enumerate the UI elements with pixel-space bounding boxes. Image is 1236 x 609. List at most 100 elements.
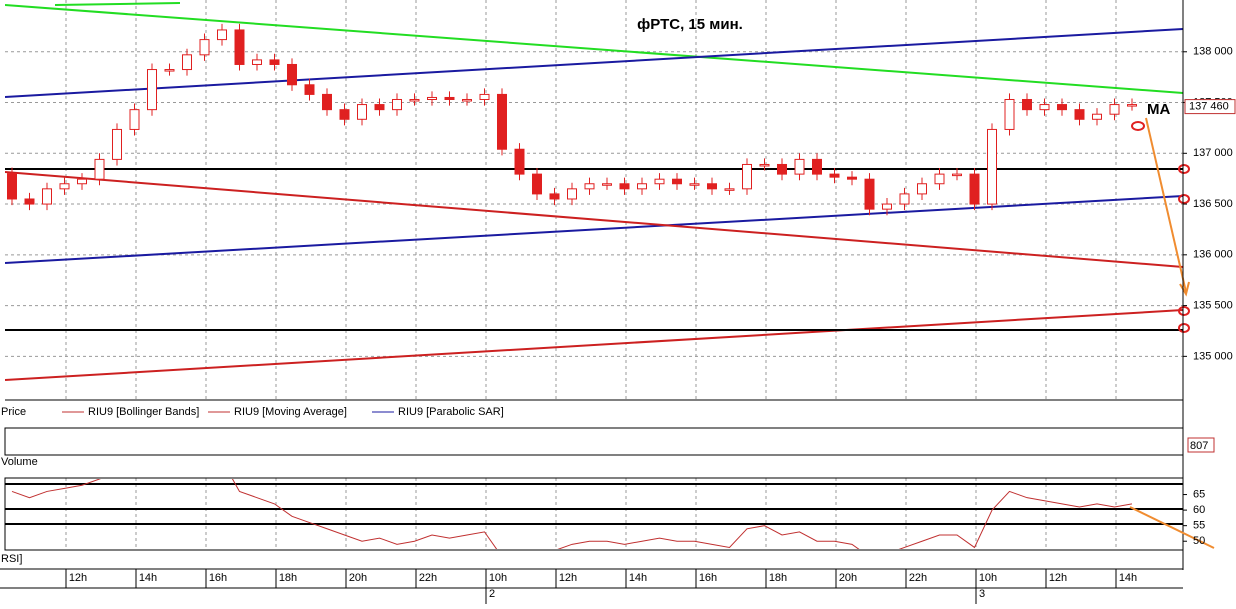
rsi-tick-label: 65 — [1193, 488, 1205, 500]
candle-body — [654, 178, 665, 185]
candle-body — [689, 183, 700, 186]
trend-line — [5, 171, 1183, 268]
candle-body — [1039, 104, 1050, 111]
candle-body — [829, 173, 840, 178]
candle-body — [532, 173, 542, 195]
candle-body — [199, 39, 210, 56]
candle-body — [339, 109, 350, 120]
candle-body — [637, 183, 647, 190]
price-tag — [1184, 99, 1236, 115]
x-tick-label: 18h — [769, 572, 787, 584]
x-tick-label: 12h — [1049, 572, 1067, 584]
y-tick-label: 137 000 — [1193, 147, 1233, 159]
candle-body — [1022, 98, 1032, 111]
candle-body — [567, 188, 577, 200]
x-tick-label: 22h — [419, 572, 437, 584]
day-label: 2 — [489, 588, 495, 600]
rsi-tick-label: 55 — [1193, 520, 1205, 532]
rsi-tick-label: 60 — [1193, 504, 1205, 516]
candle-body — [777, 163, 787, 175]
trend-line — [5, 309, 1183, 381]
candle-body — [934, 173, 945, 185]
candle-body — [357, 104, 367, 120]
candle-body — [917, 183, 927, 195]
candle-body — [42, 188, 52, 205]
legend: Price RIU9 [Bollinger Bands] RIU9 [Moving … — [1, 406, 504, 418]
candle-body — [287, 63, 297, 86]
candle-body — [514, 148, 525, 175]
rsi-tick-label: 50 — [1193, 535, 1205, 547]
candle-body — [602, 183, 612, 186]
candle-body — [444, 96, 455, 100]
rsi-arrow — [1129, 506, 1215, 549]
candle-body — [374, 104, 385, 111]
candle-body — [672, 178, 682, 185]
x-tick-label: 18h — [279, 572, 297, 584]
candle-body — [759, 163, 770, 167]
marker — [1131, 121, 1145, 131]
candle-body — [392, 98, 402, 111]
forecast-arrow — [1145, 117, 1187, 293]
candle-body — [724, 188, 735, 191]
x-tick-label: 16h — [699, 572, 717, 584]
candle-body — [112, 128, 122, 160]
rsi-panel — [4, 477, 1184, 551]
trend-line — [54, 2, 181, 6]
y-tick-label: 135 000 — [1193, 350, 1233, 362]
candle-body — [1057, 104, 1067, 111]
candle-body — [94, 158, 105, 180]
candle-body — [147, 69, 157, 111]
trend-line — [5, 195, 1183, 264]
candle-body — [304, 84, 315, 95]
candle-body — [1109, 104, 1120, 115]
candle-body — [7, 173, 17, 200]
volume-tag — [1187, 437, 1215, 453]
candle-body — [882, 203, 892, 210]
candle-body — [462, 98, 472, 102]
arrow-head — [1179, 281, 1190, 297]
trend-line — [5, 28, 1183, 98]
x-tick-label: 14h — [1119, 572, 1137, 584]
x-tick-label: 22h — [909, 572, 927, 584]
candle-body — [164, 69, 175, 72]
legend-entry: RIU9 [Bollinger Bands] — [88, 406, 199, 418]
x-tick-label: 20h — [839, 572, 857, 584]
candle-body — [427, 96, 437, 100]
candle-body — [794, 158, 805, 175]
candle-body — [234, 29, 245, 65]
candle-body — [742, 163, 752, 190]
volume-value: 807 — [1190, 440, 1208, 452]
candle-body — [182, 54, 192, 71]
candle-body — [899, 193, 910, 205]
candle-body — [269, 59, 280, 65]
candle-body — [129, 109, 140, 130]
marker — [1178, 194, 1190, 204]
candle-body — [409, 98, 420, 102]
candle-body — [479, 93, 490, 100]
trend-line — [5, 4, 1183, 94]
candle-body — [217, 29, 227, 41]
volume-panel — [4, 427, 1184, 456]
candle-body — [707, 183, 717, 190]
candle-body — [549, 193, 560, 200]
candle-body — [584, 183, 595, 190]
candle-body — [497, 93, 507, 150]
x-tick-label: 14h — [139, 572, 157, 584]
candle-body — [969, 173, 980, 205]
candle-body — [864, 178, 875, 210]
day-label: 3 — [979, 588, 985, 600]
candle-body — [1074, 109, 1085, 120]
rsi-line — [11, 479, 1133, 549]
y-tick-label: 136 000 — [1193, 249, 1233, 261]
candle-body — [1004, 98, 1015, 130]
x-tick-label: 12h — [559, 572, 577, 584]
y-tick-label: 136 500 — [1193, 198, 1233, 210]
x-tick-label: 10h — [979, 572, 997, 584]
trend-lines — [5, 2, 1183, 381]
y-tick-label: 135 500 — [1193, 299, 1233, 311]
x-tick-label: 20h — [349, 572, 367, 584]
candle-body — [847, 176, 857, 180]
